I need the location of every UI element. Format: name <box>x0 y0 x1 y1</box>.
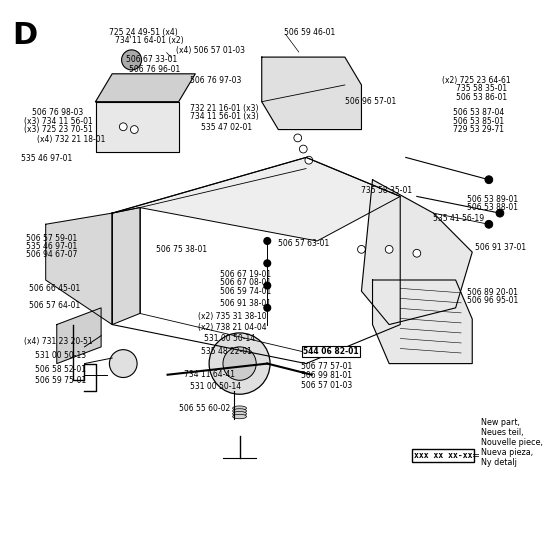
Circle shape <box>122 50 142 70</box>
Text: 506 76 97-03: 506 76 97-03 <box>190 76 241 85</box>
Text: New part,: New part, <box>480 418 520 427</box>
Polygon shape <box>262 57 361 129</box>
Circle shape <box>485 221 493 228</box>
Text: 506 57 64-01: 506 57 64-01 <box>29 301 80 310</box>
Circle shape <box>300 145 307 153</box>
Polygon shape <box>112 157 400 241</box>
Text: 535 46 97-01: 535 46 97-01 <box>26 242 78 251</box>
Text: 506 89 20-01: 506 89 20-01 <box>466 288 517 297</box>
Text: (x3) 734 11 56-01: (x3) 734 11 56-01 <box>24 116 92 125</box>
Text: (x2) 738 21 04-04: (x2) 738 21 04-04 <box>198 323 267 332</box>
Polygon shape <box>46 213 112 325</box>
Text: 506 99 81-01: 506 99 81-01 <box>301 371 352 380</box>
Text: 506 96 57-01: 506 96 57-01 <box>345 97 396 106</box>
Polygon shape <box>361 180 472 325</box>
Text: 735 58 35-01: 735 58 35-01 <box>361 186 413 195</box>
Circle shape <box>209 333 270 394</box>
Text: (x4) 732 21 18-01: (x4) 732 21 18-01 <box>38 135 106 144</box>
Text: 506 96 95-01: 506 96 95-01 <box>466 296 518 305</box>
Circle shape <box>413 249 421 257</box>
Text: (x4) 506 57 01-03: (x4) 506 57 01-03 <box>176 46 245 55</box>
Text: 506 94 67-07: 506 94 67-07 <box>26 250 78 259</box>
Text: 544 06 82-01: 544 06 82-01 <box>304 347 359 356</box>
Ellipse shape <box>232 414 246 419</box>
Text: 506 67 08-01: 506 67 08-01 <box>220 278 271 287</box>
Text: (x2) 735 31 38-10: (x2) 735 31 38-10 <box>198 312 267 321</box>
Text: (x3) 725 23 70-51: (x3) 725 23 70-51 <box>24 125 92 134</box>
Polygon shape <box>96 102 179 152</box>
Circle shape <box>130 125 138 133</box>
Text: 506 59 46-01: 506 59 46-01 <box>284 27 335 36</box>
Text: (x4) 731 23 20-51: (x4) 731 23 20-51 <box>24 337 92 346</box>
Ellipse shape <box>232 406 246 410</box>
Text: 506 91 38-01: 506 91 38-01 <box>220 299 271 308</box>
Text: 735 58 35-01: 735 58 35-01 <box>456 85 507 94</box>
Text: 506 57 59-01: 506 57 59-01 <box>26 234 78 242</box>
Text: 535 48 22-01: 535 48 22-01 <box>201 347 251 356</box>
Text: 725 24 49-51 (x4): 725 24 49-51 (x4) <box>109 27 178 36</box>
Text: Neues teil,: Neues teil, <box>480 428 523 437</box>
Circle shape <box>264 305 270 311</box>
Circle shape <box>358 245 365 253</box>
Text: 506 91 37-01: 506 91 37-01 <box>475 243 526 252</box>
Circle shape <box>109 349 137 377</box>
Ellipse shape <box>232 412 246 416</box>
Text: 734 11 64-01 (x2): 734 11 64-01 (x2) <box>115 36 184 45</box>
Text: 506 53 89-01: 506 53 89-01 <box>466 195 518 204</box>
Circle shape <box>264 282 270 289</box>
Text: 506 57 63-01: 506 57 63-01 <box>278 239 330 248</box>
Polygon shape <box>57 308 101 363</box>
Polygon shape <box>112 208 140 325</box>
Text: 506 77 57-01: 506 77 57-01 <box>301 362 352 371</box>
Text: 535 47 02-01: 535 47 02-01 <box>201 123 252 132</box>
Circle shape <box>223 347 256 380</box>
Text: 506 53 86-01: 506 53 86-01 <box>456 93 507 102</box>
Text: D: D <box>12 21 38 50</box>
Text: Nueva pieza,: Nueva pieza, <box>480 447 533 457</box>
Polygon shape <box>372 280 472 363</box>
Text: 531 00 50-14: 531 00 50-14 <box>204 334 255 343</box>
Text: 506 53 87-04: 506 53 87-04 <box>453 108 504 118</box>
Text: 729 53 29-71: 729 53 29-71 <box>453 125 504 134</box>
Text: 535 41 56-19: 535 41 56-19 <box>433 214 484 223</box>
Text: 506 57 01-03: 506 57 01-03 <box>301 381 352 390</box>
Text: 506 59 74-01: 506 59 74-01 <box>220 287 272 296</box>
Circle shape <box>485 176 493 184</box>
Text: =: = <box>472 451 480 460</box>
Text: 506 58 52-01: 506 58 52-01 <box>35 365 86 374</box>
Text: Nouvelle piece,: Nouvelle piece, <box>480 438 543 447</box>
Text: 734 11 56-01 (x3): 734 11 56-01 (x3) <box>190 112 259 121</box>
Ellipse shape <box>232 409 246 413</box>
Text: 506 75 38-01: 506 75 38-01 <box>156 245 208 254</box>
Text: xxx xx xx-xx: xxx xx xx-xx <box>414 451 473 460</box>
Text: (x2) 725 23 64-61: (x2) 725 23 64-61 <box>442 76 510 85</box>
Circle shape <box>294 134 302 142</box>
Text: 506 76 96-01: 506 76 96-01 <box>129 65 180 74</box>
Text: 506 53 85-01: 506 53 85-01 <box>453 116 504 125</box>
Text: 506 67 33-01: 506 67 33-01 <box>126 55 178 64</box>
Text: 531 00 50-14: 531 00 50-14 <box>190 382 241 391</box>
Text: 506 55 60-02: 506 55 60-02 <box>179 404 230 413</box>
Text: 506 59 75-01: 506 59 75-01 <box>35 376 86 385</box>
Text: 506 67 19-01: 506 67 19-01 <box>220 270 271 279</box>
Polygon shape <box>96 74 195 102</box>
Circle shape <box>264 237 270 244</box>
Text: 734 11 64-41: 734 11 64-41 <box>184 370 235 379</box>
Text: 732 21 16-01 (x3): 732 21 16-01 (x3) <box>190 104 258 113</box>
Text: 531 00 50-13: 531 00 50-13 <box>35 351 86 360</box>
Circle shape <box>264 260 270 267</box>
Text: 506 53 88-01: 506 53 88-01 <box>466 203 517 212</box>
Text: 506 66 45-01: 506 66 45-01 <box>29 284 80 293</box>
Text: Ny detalj: Ny detalj <box>480 458 516 466</box>
Circle shape <box>496 209 504 217</box>
Circle shape <box>385 245 393 253</box>
Circle shape <box>119 123 127 130</box>
Text: 535 46 97-01: 535 46 97-01 <box>21 154 72 163</box>
Circle shape <box>305 156 312 164</box>
Text: 506 76 98-03: 506 76 98-03 <box>32 108 83 118</box>
